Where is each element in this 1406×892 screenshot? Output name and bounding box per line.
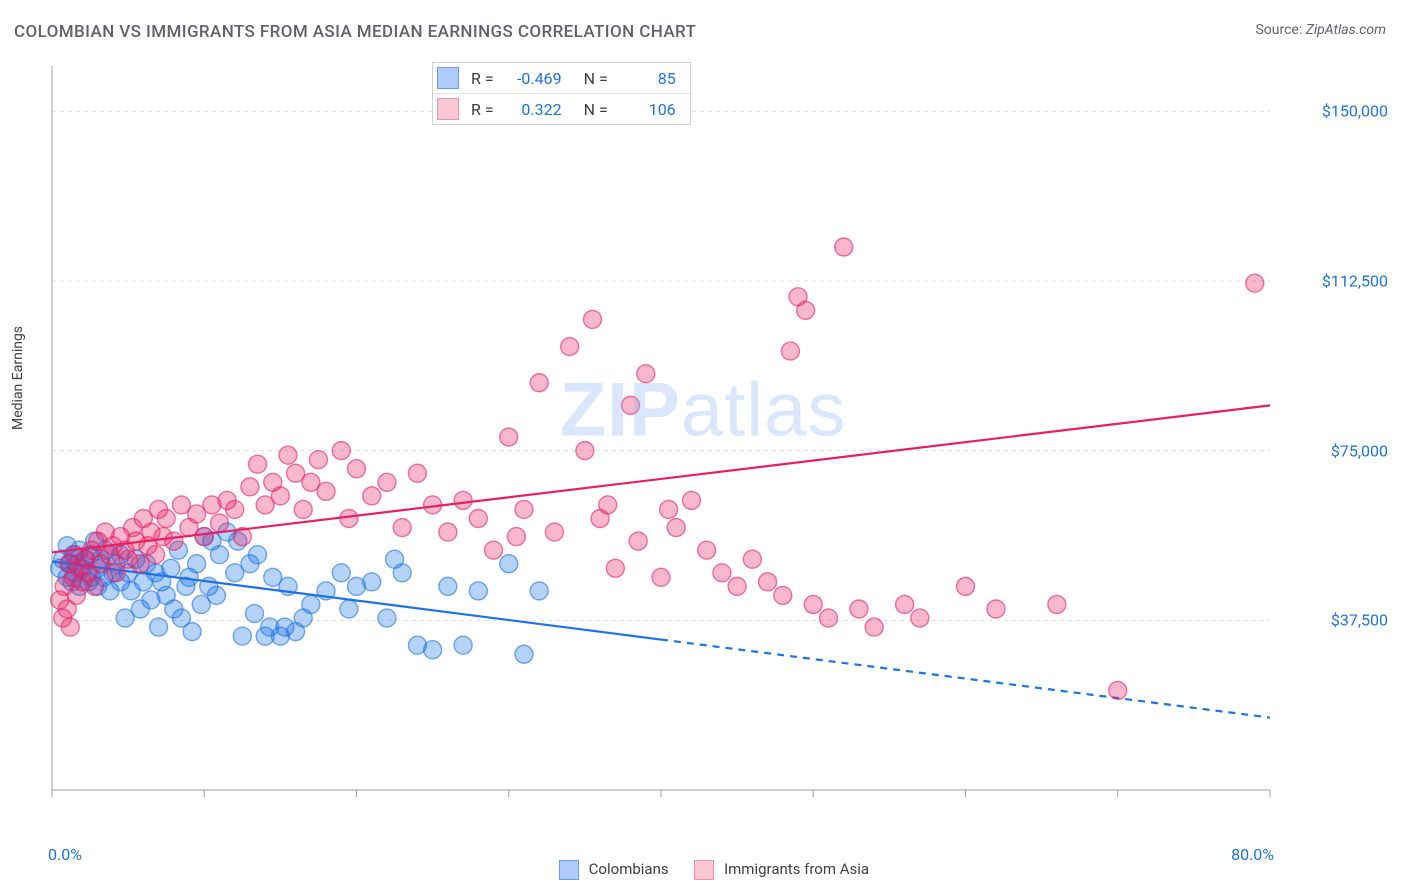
legend-row-colombians: R = -0.469 N = 85 bbox=[433, 63, 690, 94]
swatch-asia bbox=[437, 98, 459, 120]
legend-label-colombians: Colombians bbox=[589, 860, 669, 878]
correlation-legend: R = -0.469 N = 85 R = 0.322 N = 106 bbox=[432, 62, 691, 125]
source-attribution: Source: ZipAtlas.com bbox=[1255, 22, 1386, 38]
scatter-chart bbox=[50, 60, 1370, 830]
n-value-colombians: 85 bbox=[612, 63, 690, 94]
series-legend: Colombians Immigrants from Asia bbox=[0, 860, 1406, 880]
legend-row-asia: R = 0.322 N = 106 bbox=[433, 94, 690, 124]
swatch-colombians bbox=[559, 860, 579, 880]
r-value-colombians: -0.469 bbox=[498, 63, 576, 94]
source-label: Source: bbox=[1255, 22, 1302, 38]
y-tick-label: $37,500 bbox=[1331, 611, 1388, 630]
chart-title: COLOMBIAN VS IMMIGRANTS FROM ASIA MEDIAN… bbox=[14, 22, 696, 42]
legend-label-asia: Immigrants from Asia bbox=[724, 860, 869, 878]
n-label: N = bbox=[576, 94, 612, 124]
y-tick-label: $75,000 bbox=[1331, 441, 1388, 460]
plot-area bbox=[50, 60, 1370, 830]
source-value: ZipAtlas.com bbox=[1306, 22, 1386, 38]
y-axis-label: Median Earnings bbox=[10, 326, 26, 430]
y-tick-label: $112,500 bbox=[1322, 271, 1388, 290]
n-label: N = bbox=[576, 63, 612, 94]
swatch-asia bbox=[694, 860, 714, 880]
r-label: R = bbox=[463, 94, 498, 124]
r-label: R = bbox=[463, 63, 498, 94]
y-tick-label: $150,000 bbox=[1322, 102, 1388, 121]
n-value-asia: 106 bbox=[612, 94, 690, 124]
swatch-colombians bbox=[437, 67, 459, 89]
x-tick-label: 80.0% bbox=[1231, 845, 1274, 864]
x-tick-label: 0.0% bbox=[48, 845, 82, 864]
r-value-asia: 0.322 bbox=[498, 94, 576, 124]
